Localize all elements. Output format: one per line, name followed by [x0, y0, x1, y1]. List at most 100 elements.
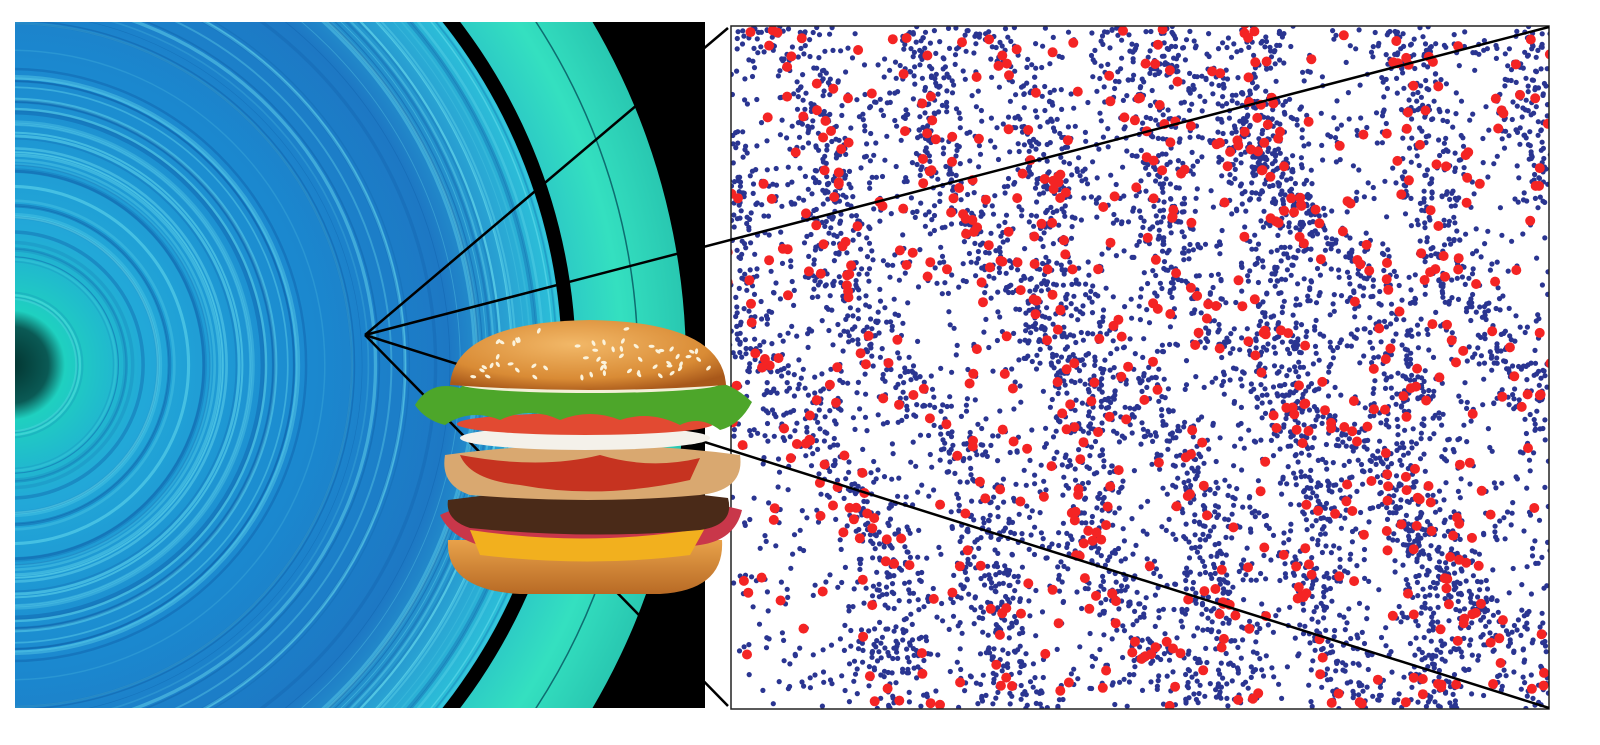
particle-small [1211, 318, 1217, 324]
particle-small [1486, 619, 1492, 625]
particle-small [887, 90, 893, 96]
particle-small [912, 214, 918, 220]
particle-small [895, 493, 901, 499]
particle-small [1428, 543, 1434, 549]
particle-small [1263, 653, 1269, 659]
particle-small [1489, 261, 1495, 267]
particle-small [1218, 695, 1224, 701]
particle-small [1583, 544, 1588, 549]
particle-small [1082, 496, 1088, 502]
particle-small [852, 671, 859, 677]
particle-small [1247, 618, 1253, 625]
particle-small [916, 607, 922, 613]
ring-streak [15, 248, 127, 482]
particle-small [1329, 598, 1335, 604]
particle-small [1050, 241, 1056, 247]
particle-small [1166, 516, 1172, 523]
particle-small [1589, 455, 1594, 460]
particle-small [837, 537, 843, 543]
particle-small [1398, 107, 1405, 113]
particle-small [1419, 649, 1425, 656]
particle-small [1077, 173, 1083, 179]
particle-small [1243, 208, 1249, 214]
particle-small [1499, 480, 1505, 486]
ring-streak [15, 297, 78, 433]
particle-small [1371, 195, 1377, 202]
particle-small [1316, 213, 1322, 219]
particle-small [1319, 420, 1325, 426]
ring-streak [15, 109, 266, 621]
particle-small [1579, 559, 1584, 564]
particle-small [1051, 455, 1057, 462]
particle-small [1441, 140, 1447, 146]
ring-streak [15, 199, 176, 531]
particle-small [1383, 52, 1389, 58]
particle-small [1139, 388, 1145, 394]
particle-small [1005, 175, 1012, 182]
particle-small [864, 271, 870, 277]
particle-small [997, 569, 1003, 576]
particle-small [1023, 651, 1029, 657]
particle-small [1476, 361, 1482, 367]
particle-small [1390, 537, 1396, 543]
particle-small [1062, 203, 1068, 209]
particle-small [1277, 57, 1283, 63]
particle-small [896, 355, 902, 361]
particle-small [1120, 97, 1126, 103]
particle-small [1228, 331, 1234, 337]
particle-small [1129, 315, 1135, 321]
particle-small [1464, 358, 1470, 364]
particle-small [1594, 259, 1599, 264]
particle-small [805, 344, 811, 350]
particle-small [1400, 562, 1406, 568]
particle-small [1282, 111, 1288, 117]
ring-streak [15, 171, 204, 559]
particle-small [1280, 102, 1286, 108]
particle-small [922, 223, 929, 229]
particle-small [1550, 87, 1555, 92]
particle-small [1568, 586, 1573, 591]
particle-small [722, 284, 727, 289]
particle-small [855, 307, 861, 313]
particle-small [1270, 532, 1277, 539]
particle-small [786, 385, 793, 391]
particle-small [1409, 116, 1415, 122]
particle-small [1420, 34, 1426, 40]
ring-streak [15, 22, 354, 708]
particle-small [761, 49, 767, 55]
particle-small [1581, 466, 1586, 471]
particle-small [857, 561, 863, 567]
particle-small [1270, 182, 1276, 189]
particle-small [1217, 581, 1223, 587]
particle-small [1004, 237, 1011, 243]
particle-small [1395, 370, 1401, 376]
particle-small [1556, 467, 1561, 472]
particle-small [791, 91, 797, 97]
particle-small [1327, 312, 1333, 318]
particle-small [1008, 265, 1014, 271]
particle-small [990, 211, 997, 217]
particle-small [896, 277, 903, 283]
particle-small [1509, 510, 1515, 516]
particle-small [815, 446, 821, 452]
particle-small [1094, 505, 1100, 511]
particle-small [1573, 689, 1578, 694]
particle-small [1490, 648, 1496, 654]
particle-small [1183, 37, 1190, 43]
particle-small [1424, 326, 1430, 333]
particle-small [869, 353, 875, 359]
particle-small [1173, 536, 1179, 543]
particle-small [1262, 181, 1268, 187]
particle-small [1138, 294, 1144, 300]
particle-small [1356, 600, 1363, 607]
particle-small [1129, 152, 1135, 159]
particle-small [1307, 257, 1314, 263]
particle-small [1439, 193, 1445, 199]
particle-small [1018, 663, 1024, 670]
particle-small [1590, 652, 1595, 657]
particle-small [1533, 104, 1539, 110]
particle-small [877, 354, 884, 360]
particle-small [1109, 463, 1115, 469]
particle-small [1425, 26, 1431, 30]
particle-small [1535, 47, 1541, 54]
